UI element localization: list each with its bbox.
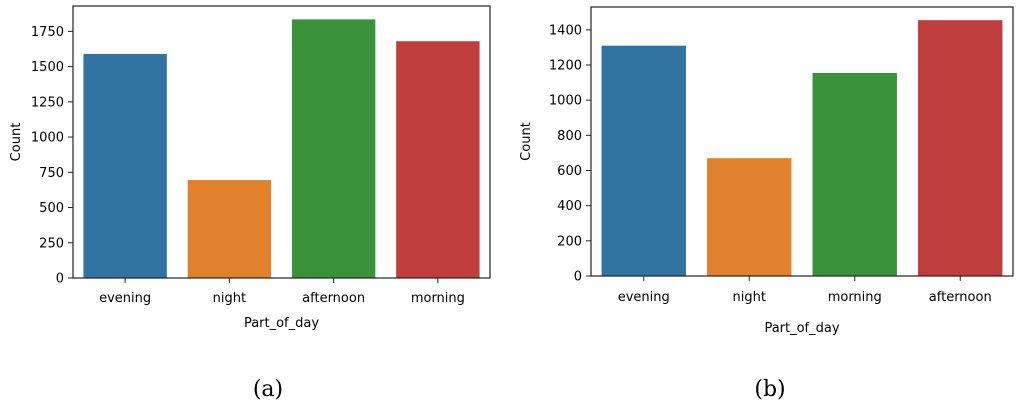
y-tick-label-a-1000: 1000: [31, 131, 64, 146]
bar-b-afternoon: [918, 20, 1003, 276]
y-tick-label-b-200: 200: [557, 234, 582, 249]
y-tick-label-a-0: 0: [56, 272, 64, 287]
plot-frame-a: [72, 5, 491, 279]
caption-a: (a): [253, 377, 283, 402]
chart-a: evening night afternoon morning 0 250 500 750 10…: [9, 5, 491, 331]
x-axis-label-b: Part_of_day: [764, 321, 839, 336]
y-axis-label-a: Count: [9, 123, 24, 162]
y-axis-label-b: Count: [519, 122, 534, 161]
y-tick-label-a-500: 500: [39, 201, 64, 216]
y-tick-label-b-600: 600: [557, 164, 582, 179]
y-tick-label-b-1000: 1000: [549, 94, 582, 109]
y-tick-label-b-1200: 1200: [549, 59, 582, 74]
y-tick-label-a-1750: 1750: [31, 25, 64, 40]
caption-b: (b): [754, 377, 785, 402]
x-tick-label-a-evening: evening: [99, 291, 151, 306]
bar-a-morning: [396, 41, 480, 279]
x-tick-label-b-evening: evening: [618, 290, 670, 305]
x-tick-label-a-morning: morning: [411, 291, 465, 306]
y-tick-label-a-250: 250: [39, 236, 64, 251]
y-tick-label-a-1500: 1500: [31, 60, 64, 75]
x-tick-label-a-night: night: [213, 291, 246, 306]
bar-b-night: [707, 158, 792, 276]
y-tick-label-a-1250: 1250: [31, 95, 64, 110]
bar-b-evening: [601, 45, 686, 277]
y-tick-label-a-750: 750: [39, 166, 64, 181]
bar-a-evening: [83, 53, 167, 278]
plot-frame-b: [590, 6, 1014, 277]
bar-a-afternoon: [291, 19, 376, 278]
y-tick-label-b-400: 400: [557, 199, 582, 214]
x-tick-label-b-morning: morning: [828, 290, 882, 305]
x-tick-label-b-night: night: [733, 290, 766, 305]
y-tick-label-b-0: 0: [574, 270, 582, 285]
bar-a-night: [187, 180, 272, 278]
y-tick-label-b-800: 800: [557, 129, 582, 144]
x-tick-label-a-afternoon: afternoon: [302, 291, 365, 306]
x-tick-label-b-afternoon: afternoon: [929, 290, 992, 305]
x-axis-label-a: Part_of_day: [244, 316, 319, 331]
bar-b-morning: [812, 72, 897, 277]
chart-b: evening night morning afternoon 0 200 400 600 80…: [519, 6, 1014, 336]
y-tick-label-b-1400: 1400: [549, 23, 582, 38]
